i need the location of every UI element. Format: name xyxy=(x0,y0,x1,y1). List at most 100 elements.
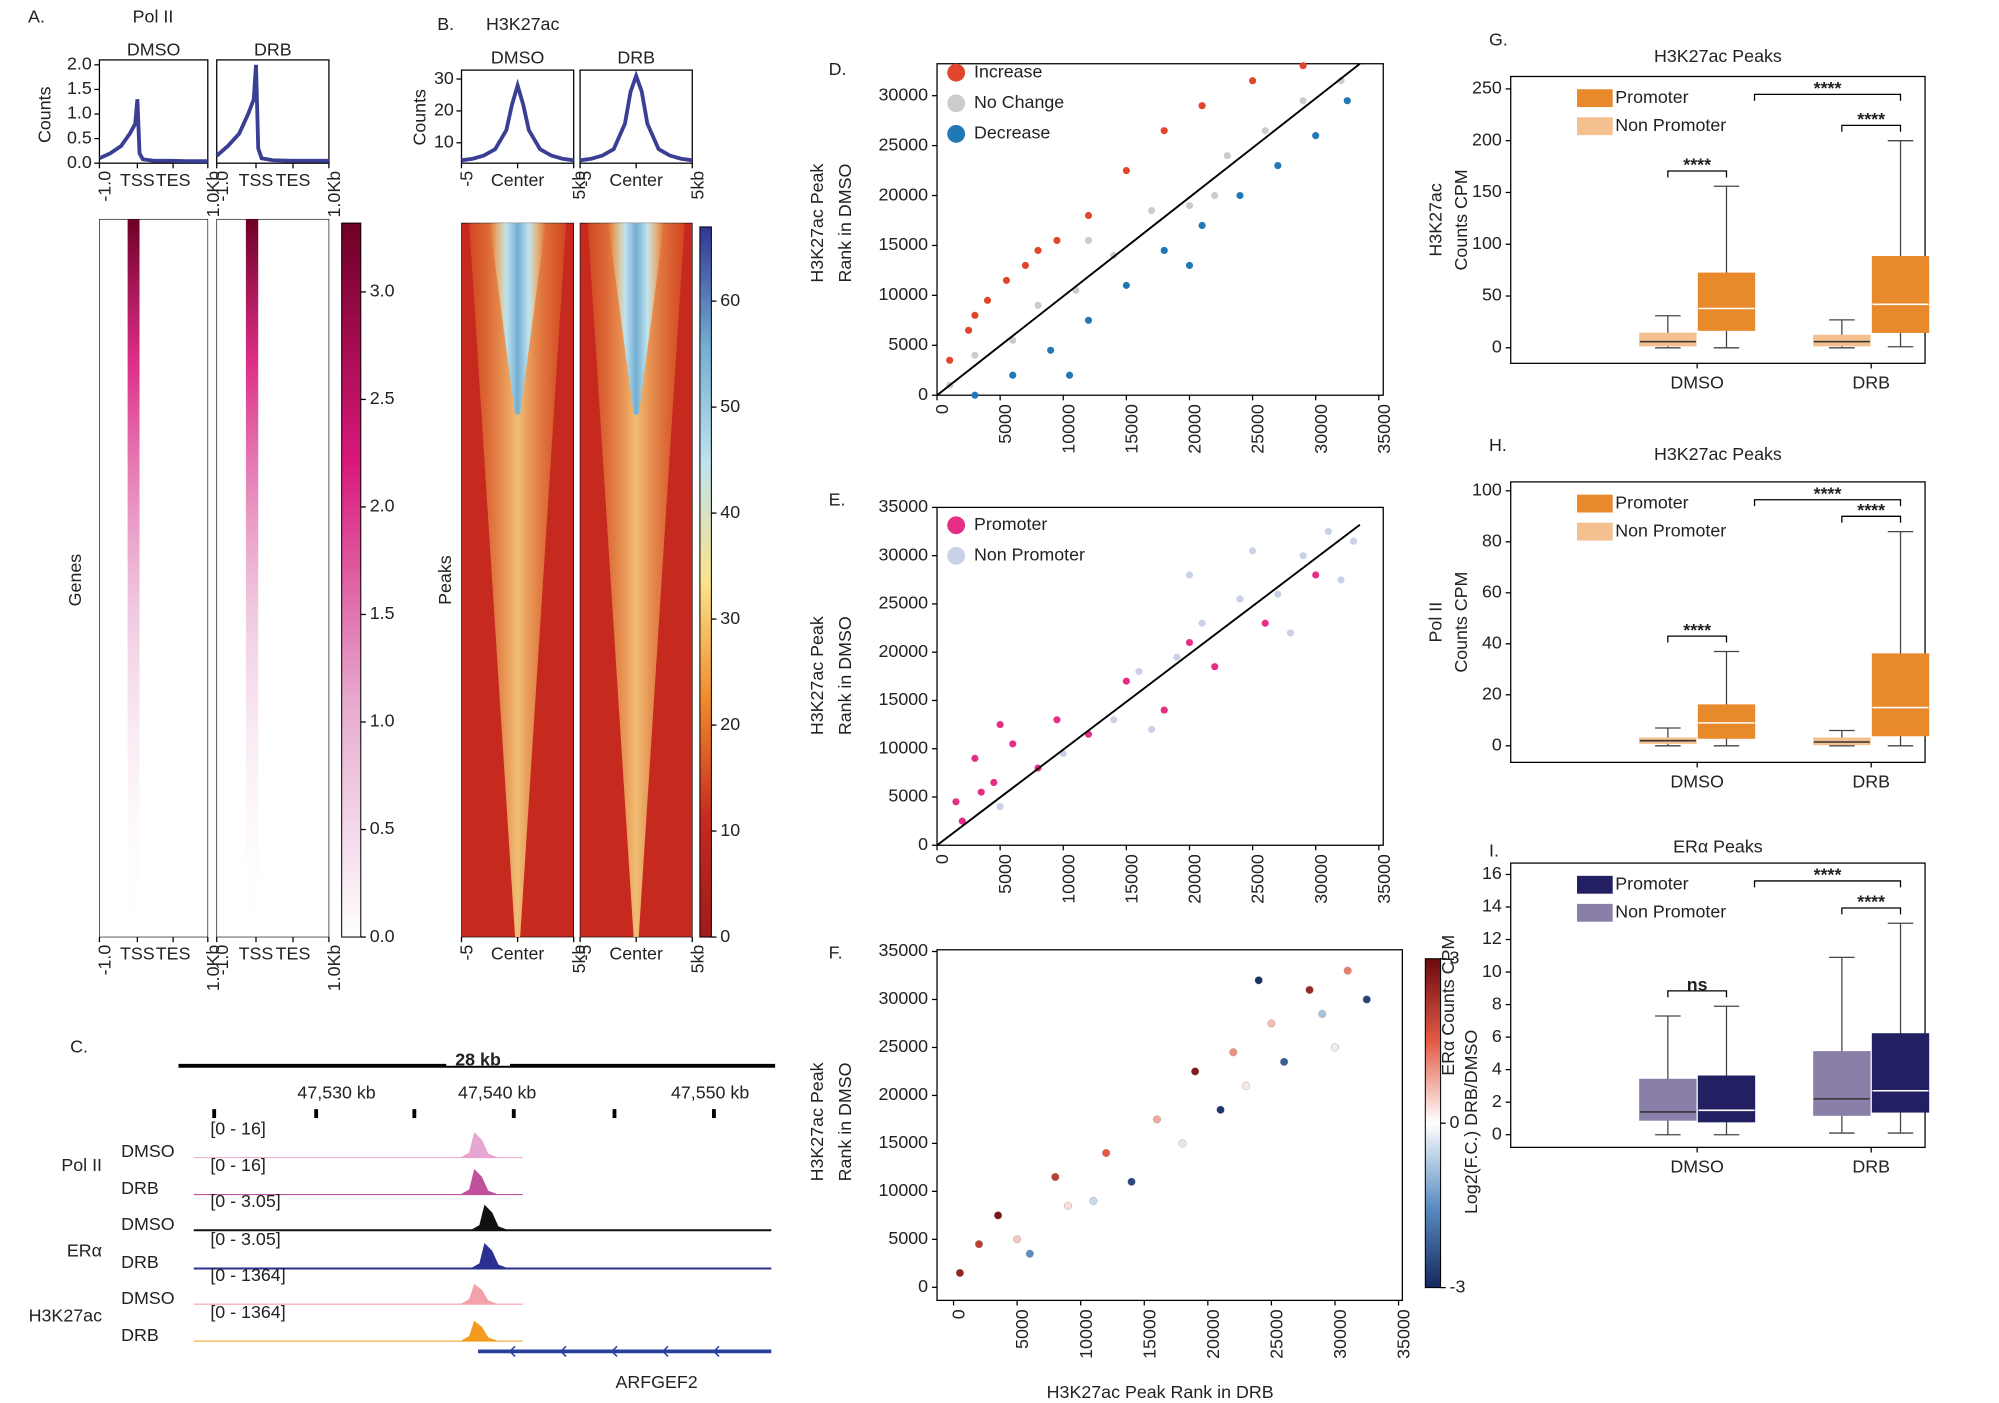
scale-bg xyxy=(446,1053,510,1066)
significance-bracket xyxy=(1841,124,1902,132)
point xyxy=(971,311,979,319)
y-axis-label: Rank in DMSO xyxy=(835,1062,855,1181)
y-axis-label: Counts xyxy=(35,86,55,143)
point xyxy=(1299,62,1307,70)
point xyxy=(1110,716,1118,724)
point xyxy=(1160,127,1168,135)
point xyxy=(1362,995,1371,1004)
colorbar-tick-label: -3 xyxy=(1450,1276,1466,1296)
y-tick-label: 25000 xyxy=(879,593,929,613)
x-tick-label: 20000 xyxy=(1185,404,1205,454)
box xyxy=(1813,334,1871,347)
x-tick-label: 15000 xyxy=(1139,1309,1159,1359)
y-tick-label: 8 xyxy=(1492,993,1502,1013)
chart-title: H3K27ac Peaks xyxy=(1654,444,1782,464)
point xyxy=(1063,1201,1073,1210)
legend-label: Non Promoter xyxy=(1615,115,1726,135)
point xyxy=(1002,276,1011,284)
colorbar-tick-label: 0.5 xyxy=(370,818,395,838)
colorbar-tick-label: 30 xyxy=(720,608,740,628)
point xyxy=(1084,236,1093,245)
subplot-title: DRB xyxy=(617,47,655,67)
coordinate-label: 47,540 kb xyxy=(458,1083,536,1103)
y-tick-label: 10000 xyxy=(879,737,929,757)
significance-bracket xyxy=(1753,499,1902,507)
significance-label: ns xyxy=(1687,975,1708,995)
point xyxy=(1229,1048,1238,1057)
point xyxy=(1047,346,1055,354)
heatmap-x-tick-label: 1.0Kb xyxy=(203,945,223,992)
point xyxy=(1051,1172,1060,1181)
legend-label: Promoter xyxy=(1615,492,1688,512)
point xyxy=(1324,527,1332,536)
panel-label: H. xyxy=(1489,435,1507,455)
point xyxy=(1127,1177,1136,1186)
point xyxy=(1102,1148,1111,1158)
heatmap-signal xyxy=(587,223,685,938)
y-axis-label: H3K27ac xyxy=(1426,183,1446,256)
track-label: DMSO xyxy=(121,1214,175,1234)
legend-marker xyxy=(947,546,966,565)
track-peak xyxy=(470,1204,509,1231)
panel-label: F. xyxy=(829,942,843,962)
profile-x-tick-label: 5kb xyxy=(687,171,707,200)
profile-x-tick-label: -1.0 xyxy=(212,171,232,202)
y-tick-label: 1.5 xyxy=(67,78,92,98)
x-tick-label: 10000 xyxy=(1058,404,1078,454)
profile-x-tick-label: -5 xyxy=(575,171,595,187)
coordinate-label: 47,530 kb xyxy=(297,1083,375,1103)
point xyxy=(1274,162,1282,170)
point xyxy=(1211,663,1219,671)
x-tick-label: 15000 xyxy=(1121,854,1141,904)
profile-x-tick-label: -5 xyxy=(457,171,477,187)
point xyxy=(994,1211,1003,1220)
colorbar-tick-label: 3.0 xyxy=(370,281,395,301)
coordinate-tick xyxy=(612,1109,617,1119)
scale-label: 28 kb xyxy=(455,1049,501,1069)
point xyxy=(1267,1019,1276,1028)
y-tick-label: 25000 xyxy=(879,1036,929,1056)
gene-label: ARFGEF2 xyxy=(615,1372,697,1392)
significance-label: **** xyxy=(1857,500,1885,520)
x-tick-label: 35000 xyxy=(1394,1309,1414,1359)
legend-swatch xyxy=(1577,875,1613,894)
colorbar-tick-label: 60 xyxy=(720,290,740,310)
point xyxy=(990,778,998,787)
y-tick-label: 250 xyxy=(1472,78,1502,98)
y-tick-label: 12 xyxy=(1482,928,1502,948)
significance-label: **** xyxy=(1814,78,1842,98)
y-tick-label: 10000 xyxy=(879,1180,929,1200)
legend-marker xyxy=(947,516,966,535)
y-axis-label: ERα Counts CPM xyxy=(1438,935,1458,1076)
x-tick-label: 0 xyxy=(949,1309,969,1319)
y-tick-label: 100 xyxy=(1472,480,1502,500)
track-label: DRB xyxy=(121,1178,159,1198)
colorbar xyxy=(699,226,712,938)
point xyxy=(1152,1115,1161,1124)
point xyxy=(1009,740,1017,748)
subplot-title: DMSO xyxy=(491,47,545,67)
profile-x-tick-label: Center xyxy=(609,170,663,190)
profile-frame xyxy=(98,59,209,164)
box xyxy=(1697,272,1756,331)
profile-frame xyxy=(579,69,693,164)
colorbar-tick-label: 1.0 xyxy=(370,711,395,731)
point xyxy=(1160,246,1168,255)
track-peak xyxy=(470,1243,509,1269)
x-tick-label: 20000 xyxy=(1185,854,1205,904)
y-tick-label: 15000 xyxy=(879,1132,929,1152)
coordinate-tick xyxy=(212,1109,217,1119)
panel-label: E. xyxy=(829,490,846,510)
heatmap-core xyxy=(608,223,665,415)
point xyxy=(1312,571,1320,579)
chart-title: H3K27ac Peaks xyxy=(1654,46,1782,66)
y-tick-label: 2 xyxy=(1492,1091,1502,1111)
point xyxy=(996,721,1004,729)
y-tick-label: 0.5 xyxy=(67,127,92,147)
chart-title: H3K27ac xyxy=(486,14,559,34)
significance-label: **** xyxy=(1814,865,1842,885)
y-axis-label: Rank in DMSO xyxy=(835,164,855,283)
group-label: Pol II xyxy=(61,1155,102,1175)
y-tick-label: 10000 xyxy=(879,284,929,304)
x-tick-label: 0 xyxy=(932,404,952,414)
